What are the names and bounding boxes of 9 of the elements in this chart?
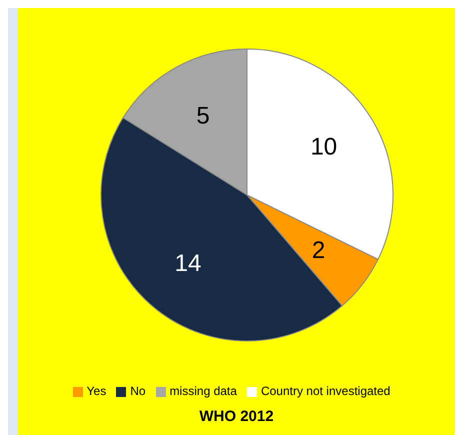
data-label: 2 [312,236,326,264]
legend-label: No [130,384,146,398]
data-label: 5 [196,102,210,130]
data-label: 14 [174,250,202,278]
legend-label: missing data [170,384,237,398]
data-label: 10 [310,134,338,161]
legend-label: Yes [86,384,106,398]
text: WHO 2012 [198,408,275,425]
legend-label: Country not investigated [260,384,390,398]
